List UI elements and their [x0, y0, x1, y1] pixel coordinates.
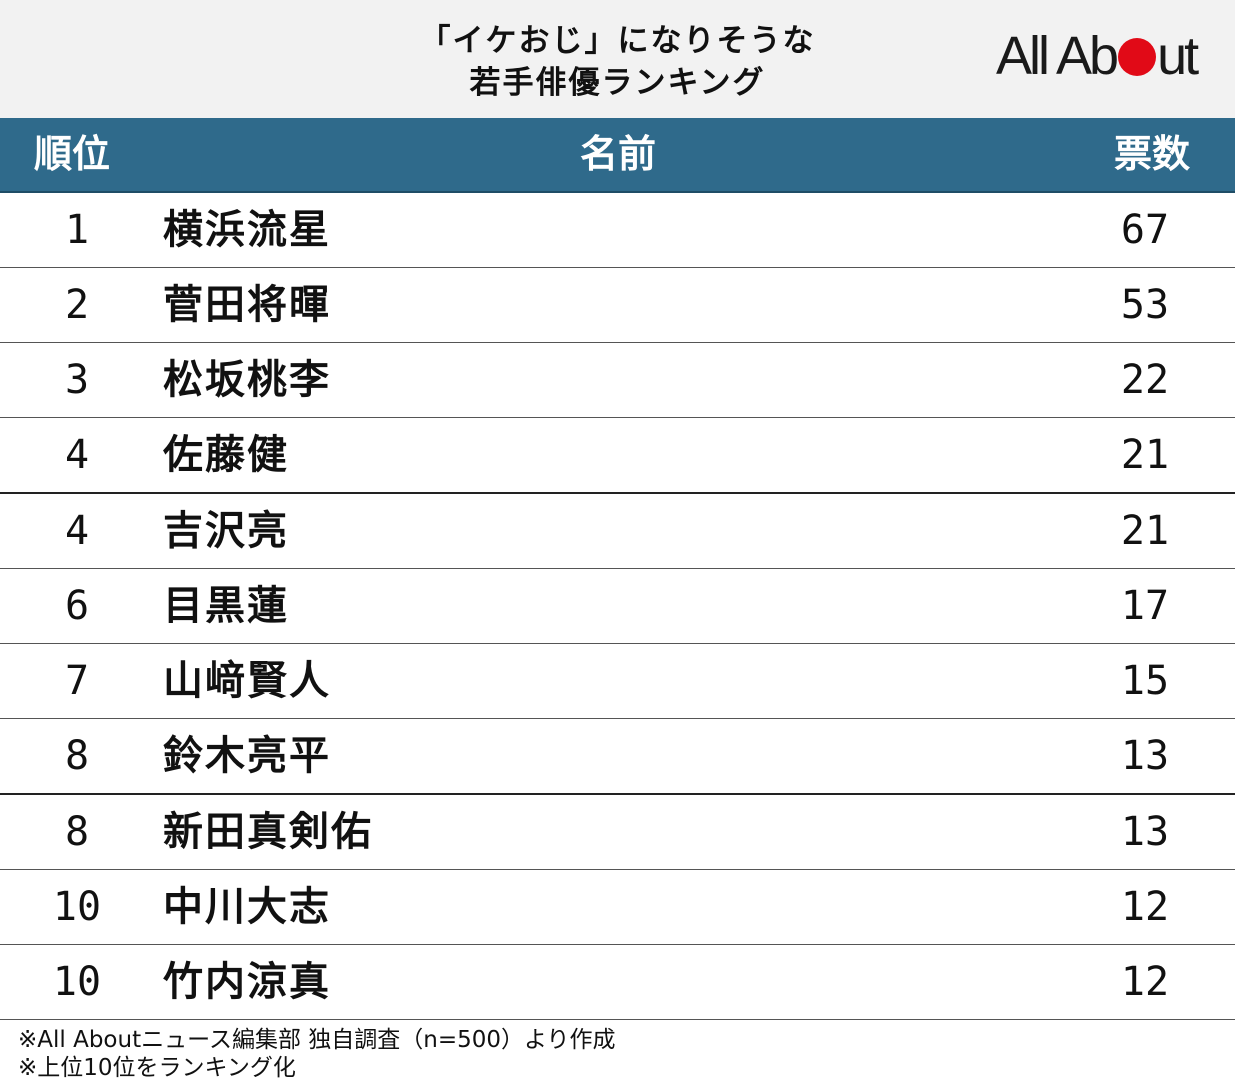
table-row: 6 目黒蓮 17: [0, 569, 1235, 644]
name-cell: 吉沢亮: [163, 508, 289, 554]
table-row: 7 山﨑賢人 15: [0, 644, 1235, 719]
all-about-logo: All Ab ut: [996, 26, 1199, 86]
rank-cell: 7: [64, 658, 90, 704]
table-row: 2 菅田将暉 53: [0, 268, 1235, 343]
table-row: 8 鈴木亮平 13: [0, 719, 1235, 795]
table-row: 4 佐藤健 21: [0, 418, 1235, 494]
header-name: 名前: [579, 132, 656, 176]
title-line-1: 「イケおじ」になりそうな: [419, 23, 816, 59]
votes-cell: 12: [1120, 884, 1170, 930]
rank-cell: 2: [64, 282, 90, 328]
table-row: 10 竹内涼真 12: [0, 945, 1235, 1020]
title-line-2: 若手俳優ランキング: [469, 65, 766, 101]
name-cell: 鈴木亮平: [163, 733, 331, 779]
ranking-table: 順位 名前 票数 1 横浜流星 67 2 菅田将暉 53 3 松坂桃李 22 4 佐藤健 21 4 吉沢亮…: [0, 118, 1235, 1020]
table-row: 1 横浜流星 67: [0, 193, 1235, 268]
rank-cell: 4: [64, 432, 90, 478]
votes-cell: 22: [1120, 357, 1170, 403]
logo-text-part1: All Ab: [996, 26, 1119, 86]
votes-cell: 53: [1120, 282, 1170, 328]
name-cell: 山﨑賢人: [163, 658, 331, 704]
name-cell: 竹内涼真: [163, 959, 331, 1005]
logo-text-part2: ut: [1157, 26, 1199, 86]
name-cell: 菅田将暉: [163, 282, 331, 328]
votes-cell: 67: [1120, 207, 1170, 253]
votes-cell: 15: [1120, 658, 1170, 704]
footnotes: ※All Aboutニュース編集部 独自調査（n=500）より作成 ※上位10位…: [18, 1026, 616, 1082]
name-cell: 横浜流星: [163, 207, 331, 253]
chart-title: 「イケおじ」になりそうな 若手俳優ランキング: [0, 20, 1235, 104]
votes-cell: 17: [1120, 583, 1170, 629]
name-cell: 目黒蓮: [163, 583, 289, 629]
header-rank: 順位: [34, 132, 111, 176]
name-cell: 佐藤健: [163, 432, 289, 478]
votes-cell: 13: [1120, 733, 1170, 779]
rank-cell: 8: [64, 809, 90, 855]
rank-cell: 6: [64, 583, 90, 629]
votes-cell: 21: [1120, 432, 1170, 478]
rank-cell: 4: [64, 508, 90, 554]
header-votes: 票数: [1114, 132, 1191, 176]
table-row: 8 新田真剣佑 13: [0, 795, 1235, 870]
votes-cell: 21: [1120, 508, 1170, 554]
name-cell: 新田真剣佑: [163, 809, 373, 855]
table-row: 3 松坂桃李 22: [0, 343, 1235, 418]
votes-cell: 13: [1120, 809, 1170, 855]
table-row: 4 吉沢亮 21: [0, 494, 1235, 569]
votes-cell: 12: [1120, 959, 1170, 1005]
footnote-1: ※All Aboutニュース編集部 独自調査（n=500）より作成: [18, 1027, 616, 1053]
logo-red-dot-icon: [1118, 38, 1157, 76]
rank-cell: 8: [64, 733, 90, 779]
header-band: [0, 0, 1235, 118]
rank-cell: 10: [52, 884, 102, 930]
rank-cell: 1: [64, 207, 90, 253]
table-row: 10 中川大志 12: [0, 870, 1235, 945]
rank-cell: 10: [52, 959, 102, 1005]
table-header: 順位 名前 票数: [0, 118, 1235, 193]
table-body: 1 横浜流星 67 2 菅田将暉 53 3 松坂桃李 22 4 佐藤健 21 4 吉沢亮 21 6 目黒蓮 17 7…: [0, 193, 1235, 1020]
name-cell: 松坂桃李: [163, 357, 331, 403]
footnote-2: ※上位10位をランキング化: [18, 1055, 296, 1081]
name-cell: 中川大志: [163, 884, 331, 930]
rank-cell: 3: [64, 357, 90, 403]
